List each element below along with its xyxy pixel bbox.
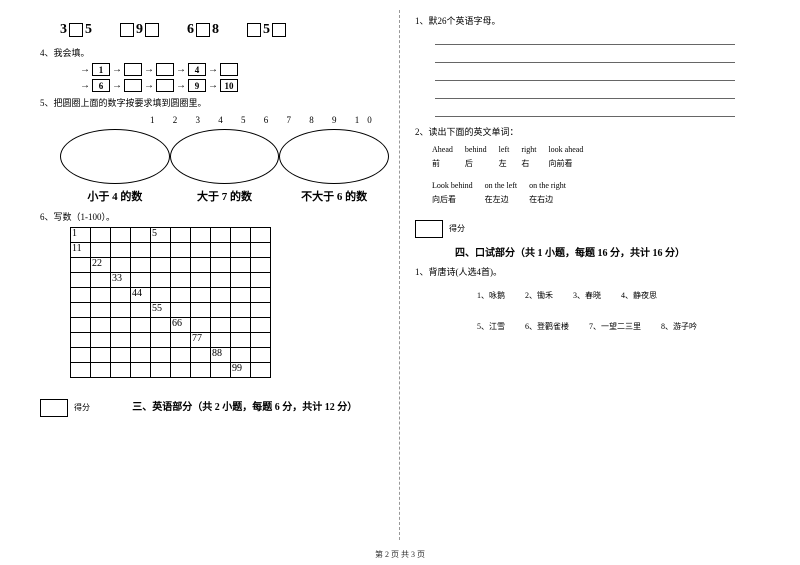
seq-blank[interactable] xyxy=(124,79,142,92)
oval-label-1: 小于 4 的数 xyxy=(60,188,170,204)
score-label: 得分 xyxy=(449,224,465,233)
oval-label-3: 不大于 6 的数 xyxy=(279,188,389,204)
seq-blank[interactable] xyxy=(124,63,142,76)
blank-box[interactable] xyxy=(247,23,261,37)
seq-blank[interactable] xyxy=(220,63,238,76)
write-line[interactable] xyxy=(435,103,735,117)
write-line[interactable] xyxy=(435,49,735,63)
arrow-icon: → xyxy=(176,64,186,75)
arrow-icon: → xyxy=(176,80,186,91)
right-q3: 1、背唐诗(人选4首)。 xyxy=(415,265,760,278)
poem-table: 1、咏鹅2、锄禾3、春晓4、静夜思 xyxy=(475,284,677,307)
num: 9 xyxy=(136,22,143,38)
num: 5 xyxy=(85,22,92,38)
poem-table: 5、江雪6、登鹳雀楼7、一望二三里8、游子吟 xyxy=(475,315,717,338)
question-4: 4、我会填。 xyxy=(40,46,389,59)
blank-box[interactable] xyxy=(69,23,83,37)
arrow-icon: → xyxy=(208,64,218,75)
write-line[interactable] xyxy=(435,31,735,45)
seq-box: 10 xyxy=(220,79,238,92)
num: 3 xyxy=(60,22,67,38)
section-3-title: 三、英语部分（共 2 小题，每题 6 分，共计 12 分） xyxy=(132,402,357,413)
arrow-icon: → xyxy=(80,80,90,91)
blank-box[interactable] xyxy=(272,23,286,37)
right-q1: 1、默26个英语字母。 xyxy=(415,14,760,27)
write-line[interactable] xyxy=(435,67,735,81)
ovals-row xyxy=(60,129,389,184)
oval-label-2: 大于 7 的数 xyxy=(170,188,280,204)
oval-1[interactable] xyxy=(60,129,170,184)
blank-box[interactable] xyxy=(145,23,159,37)
num: 6 xyxy=(187,22,194,38)
sequence-row-1: →1 → → →4 → xyxy=(80,63,389,76)
number-list: 1 2 3 4 5 6 7 8 9 10 xyxy=(150,115,389,125)
write-line[interactable] xyxy=(435,85,735,99)
seq-box: 4 xyxy=(188,63,206,76)
arrow-icon: → xyxy=(112,64,122,75)
box-number-row: 3 5 9 6 8 5 xyxy=(60,22,389,38)
arrow-icon: → xyxy=(144,80,154,91)
oval-labels: 小于 4 的数 大于 7 的数 不大于 6 的数 xyxy=(60,188,389,204)
num: 5 xyxy=(263,22,270,38)
seq-blank[interactable] xyxy=(156,79,174,92)
score-box[interactable] xyxy=(415,220,443,238)
oval-2[interactable] xyxy=(170,129,280,184)
sequence-row-2: →6 → → →9 →10 xyxy=(80,79,389,92)
question-6: 6、写数（1-100）。 xyxy=(40,210,389,223)
blank-box[interactable] xyxy=(120,23,134,37)
section-4-title: 四、口试部分（共 1 小题，每题 16 分，共计 16 分） xyxy=(455,244,760,259)
score-label: 得分 xyxy=(74,403,90,412)
arrow-icon: → xyxy=(112,80,122,91)
seq-box: 6 xyxy=(92,79,110,92)
hundred-grid[interactable]: 15112233445566778899 xyxy=(70,227,271,378)
seq-box: 1 xyxy=(92,63,110,76)
score-box[interactable] xyxy=(40,399,68,417)
question-5: 5、把圆圈上面的数字按要求填到圆圈里。 xyxy=(40,96,389,109)
seq-blank[interactable] xyxy=(156,63,174,76)
word-table-2: Look behindon the lefton the right向后看在左边… xyxy=(430,178,578,208)
word-table-1: Aheadbehindleftrightlook ahead前后左右向前看 xyxy=(430,142,595,172)
arrow-icon: → xyxy=(144,64,154,75)
page-footer: 第 2 页 共 3 页 xyxy=(0,549,800,560)
arrow-icon: → xyxy=(208,80,218,91)
right-q2: 2、读出下面的英文单词： xyxy=(415,125,760,138)
seq-box: 9 xyxy=(188,79,206,92)
blank-box[interactable] xyxy=(196,23,210,37)
arrow-icon: → xyxy=(80,64,90,75)
num: 8 xyxy=(212,22,219,38)
oval-3[interactable] xyxy=(279,129,389,184)
